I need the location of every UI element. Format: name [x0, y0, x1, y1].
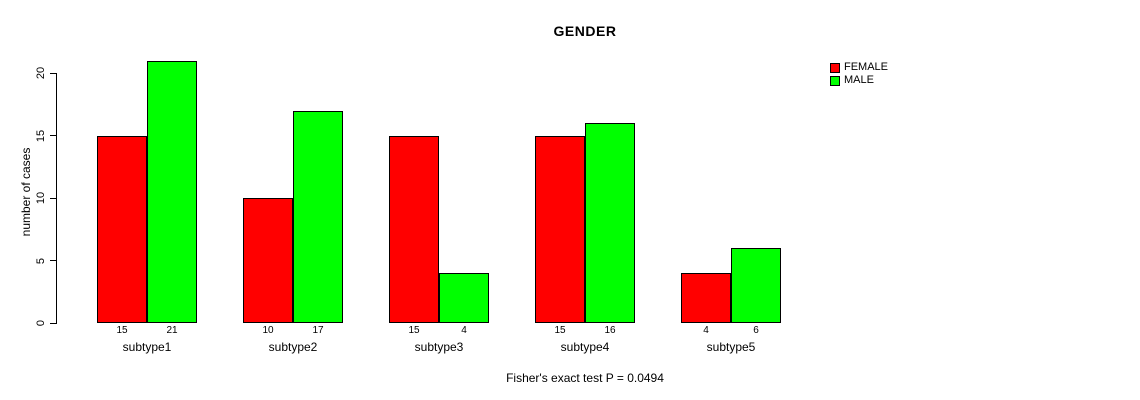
y-tick-label: 0 [35, 319, 47, 327]
bar-value-label: 16 [604, 325, 616, 336]
category-label-subtype5: subtype5 [706, 340, 756, 354]
bar-value-label: 4 [703, 325, 709, 336]
bar-male-subtype1 [147, 60, 197, 323]
bar-value-label: 4 [461, 325, 467, 336]
y-tick-label: 10 [35, 191, 47, 205]
y-tick-label: 20 [35, 66, 47, 80]
category-label-subtype1: subtype1 [122, 340, 172, 354]
bar-value-label: 17 [312, 325, 324, 336]
y-axis-label: number of cases [19, 147, 33, 237]
bar-female-subtype3 [389, 135, 439, 323]
bar-value-label: 10 [262, 325, 274, 336]
bar-value-label: 15 [554, 325, 566, 336]
bar-male-subtype5 [731, 248, 781, 323]
bar-female-subtype4 [535, 135, 585, 323]
legend-entry-female: FEMALE [830, 61, 888, 74]
bar-value-label: 15 [116, 325, 128, 336]
y-tick-mark [50, 260, 57, 261]
legend-swatch-male [830, 75, 840, 86]
bar-male-subtype4 [585, 123, 635, 323]
bar-female-subtype5 [681, 273, 731, 323]
bar-value-label: 15 [408, 325, 420, 336]
category-label-subtype3: subtype3 [414, 340, 464, 354]
bar-male-subtype3 [439, 273, 489, 323]
legend-entry-male: MALE [830, 74, 888, 87]
legend: FEMALE MALE [830, 61, 888, 87]
legend-swatch-female [830, 62, 840, 73]
bar-value-label: 21 [166, 325, 178, 336]
bar-female-subtype2 [243, 198, 293, 323]
legend-label-female: FEMALE [844, 61, 889, 73]
legend-label-male: MALE [844, 74, 874, 86]
bar-female-subtype1 [97, 135, 147, 323]
y-tick-label: 5 [35, 257, 47, 264]
y-tick-label: 15 [35, 129, 47, 142]
y-tick-mark [50, 72, 57, 74]
bar-value-label: 6 [753, 325, 759, 336]
chart-title: GENDER [553, 23, 617, 39]
y-tick-mark [50, 197, 57, 199]
annotation-text: Fisher's exact test P = 0.0494 [506, 371, 664, 385]
category-label-subtype4: subtype4 [560, 340, 610, 354]
category-label-subtype2: subtype2 [268, 340, 318, 354]
y-tick-mark [50, 322, 57, 324]
bar-male-subtype2 [293, 110, 343, 323]
y-tick-mark [50, 135, 57, 136]
